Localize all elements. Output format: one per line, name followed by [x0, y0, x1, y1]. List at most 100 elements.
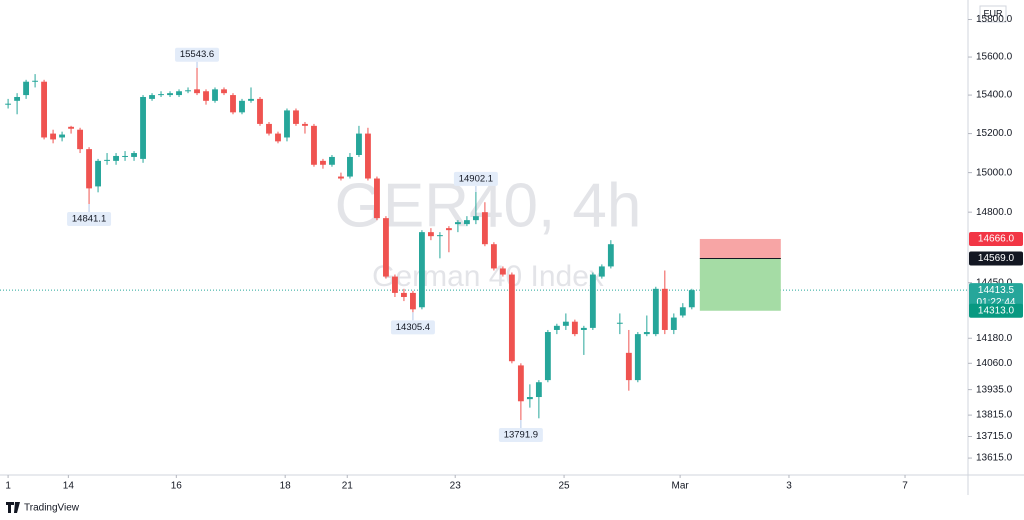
target-zone — [699, 258, 781, 311]
candle-body — [436, 235, 443, 237]
last-price-label-box — [969, 283, 1023, 310]
candle-body — [95, 160, 101, 187]
entry-label-box — [969, 251, 1023, 266]
candle-body — [472, 216, 479, 221]
candle-body — [526, 397, 533, 400]
candle-body — [652, 288, 659, 335]
stop-zone — [699, 238, 781, 259]
target-label: 14313.0 — [978, 305, 1015, 316]
candle-body — [32, 80, 39, 82]
candle-body — [41, 81, 48, 138]
candle-body — [122, 155, 128, 157]
annotation-label: 14902.1 — [459, 173, 493, 184]
y-tick-label: 15800.0 — [976, 14, 1013, 25]
candle-body — [5, 103, 12, 105]
candle-body — [401, 292, 407, 297]
x-tick-label: 3 — [786, 481, 792, 492]
candle-body — [535, 382, 542, 398]
candle-body — [607, 244, 614, 267]
candle-body — [59, 134, 65, 138]
x-tick-label: 18 — [280, 481, 292, 492]
candle-body — [239, 100, 245, 113]
brand: TradingView — [24, 503, 80, 514]
currency-box — [979, 5, 1007, 23]
candles — [5, 67, 695, 421]
candle-body — [140, 96, 146, 159]
candle-body — [562, 321, 569, 326]
logo — [6, 502, 20, 513]
y-tick-label: 13935.0 — [976, 384, 1013, 395]
candle-body — [185, 90, 191, 92]
candle-body — [221, 89, 227, 94]
y-tick-label: 15400.0 — [976, 90, 1013, 101]
candle-body — [212, 89, 218, 101]
annotation-box — [498, 428, 543, 443]
x-tick-label: 16 — [171, 481, 183, 492]
candle-body — [392, 276, 398, 293]
watermark-subtitle: German 40 Index — [372, 260, 604, 293]
candle-body — [176, 91, 182, 96]
candle-body — [248, 98, 254, 101]
currency: EUR — [983, 8, 1003, 18]
candle-body — [508, 274, 515, 362]
candle-body — [383, 218, 389, 277]
candle-body — [365, 133, 371, 179]
candle-body — [634, 334, 641, 381]
candle-body — [194, 89, 200, 94]
candle-body — [598, 266, 605, 277]
candle-body — [284, 110, 290, 138]
x-tick-label: 7 — [902, 481, 908, 492]
candle-body — [131, 153, 137, 157]
candle-body — [688, 290, 695, 308]
candle-body — [679, 307, 686, 316]
candle-body — [77, 129, 83, 150]
candle-body — [410, 292, 416, 310]
candle-body — [553, 325, 560, 330]
last-price-label: 14413.5 — [978, 285, 1015, 296]
annotation-label: 15543.6 — [180, 49, 214, 60]
candle-body — [149, 95, 155, 99]
y-tick-label: 13615.0 — [976, 453, 1013, 464]
annotation-box — [390, 320, 435, 335]
candle-body — [571, 321, 578, 335]
candle-body — [104, 159, 110, 161]
candle-body — [463, 220, 470, 225]
stop-label: 14666.0 — [978, 234, 1015, 245]
countdown: 01:22:44 — [977, 297, 1016, 308]
candle-body — [23, 81, 30, 96]
stop-label-box — [969, 231, 1023, 246]
candle-body — [329, 156, 335, 165]
candle-body — [580, 327, 587, 330]
candle-body — [454, 222, 461, 225]
x-tick-label: 23 — [450, 481, 462, 492]
candle-body — [589, 274, 596, 328]
y-tick-label: 13715.0 — [976, 431, 1013, 442]
annotation-box — [67, 211, 112, 226]
candle-body — [293, 110, 299, 124]
candle-body — [374, 178, 380, 219]
y-tick-label: 14180.0 — [976, 333, 1013, 344]
y-tick-label: 15200.0 — [976, 128, 1013, 139]
candle-body — [203, 91, 209, 101]
candle-body — [427, 232, 434, 237]
annotation-label: 13791.9 — [504, 430, 538, 441]
annotation-box — [175, 47, 220, 62]
candle-body — [670, 317, 677, 330]
x-tick-label: 1 — [5, 481, 11, 492]
candle-body — [661, 288, 668, 330]
y-tick-label: 15000.0 — [976, 167, 1013, 178]
y-tick-label: 14450.0 — [976, 277, 1013, 288]
candle-body — [320, 160, 326, 165]
candle-body — [113, 155, 119, 161]
target-label-box — [969, 303, 1023, 318]
candle-body — [302, 123, 308, 126]
candle-body — [347, 156, 353, 177]
candle-body — [356, 133, 362, 155]
entry-label: 14569.0 — [978, 253, 1015, 264]
candle-body — [14, 96, 21, 101]
candle-body — [643, 332, 650, 335]
candle-body — [266, 123, 272, 134]
candle-body — [616, 322, 623, 324]
candle-body — [517, 365, 524, 402]
candle-body — [257, 98, 263, 124]
